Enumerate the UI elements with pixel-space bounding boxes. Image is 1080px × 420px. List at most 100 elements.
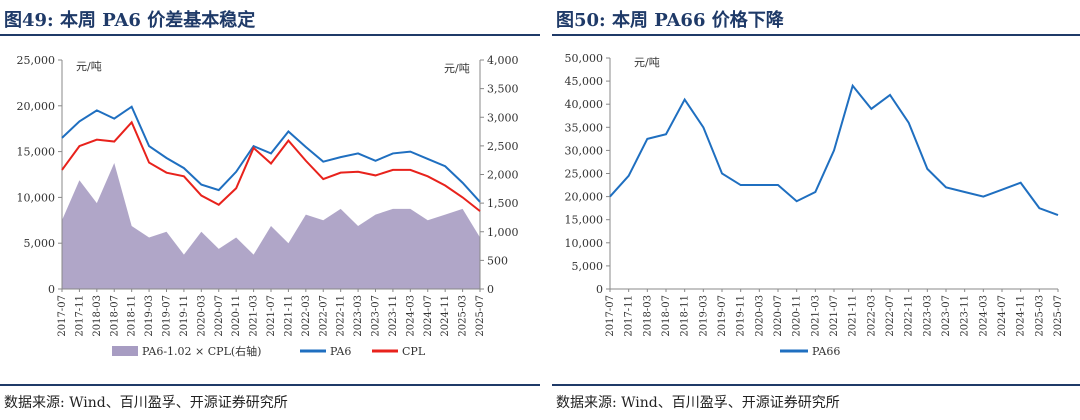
x-tick-label: 2020-07 (773, 295, 784, 337)
y-tick-label: 40,000 (565, 98, 604, 111)
x-tick-label: 2018-07 (109, 295, 120, 337)
left-y-tick-label: 20,000 (17, 100, 56, 113)
x-tick-label: 2023-07 (941, 295, 952, 337)
left-unit-label: 元/吨 (76, 60, 102, 73)
right-y-tick-label: 500 (487, 254, 508, 267)
x-tick-label: 2021-03 (249, 295, 260, 337)
left-source-note: 数据来源: Wind、百川盈孚、开源证券研究所 (4, 395, 288, 411)
left-y-tick-label: 15,000 (17, 146, 56, 159)
legend-swatch-spread (112, 346, 138, 356)
y-tick-label: 35,000 (565, 121, 604, 134)
spread-area-series (62, 163, 480, 289)
x-tick-label: 2024-11 (440, 295, 451, 337)
legend-label-cpl: CPL (402, 345, 426, 358)
x-tick-label: 2023-11 (388, 295, 399, 337)
pa66-line-series (609, 83, 1059, 217)
legend-label-spread: PA6-1.02 × CPL(右轴) (142, 344, 261, 358)
x-tick-label: 2018-07 (661, 295, 672, 337)
x-tick-label: 2021-11 (283, 295, 294, 337)
x-tick-label: 2018-03 (92, 295, 103, 337)
right-unit-label: 元/吨 (444, 62, 470, 75)
x-tick-label: 2022-11 (904, 295, 915, 337)
right-chart-title: 图50: 本周 PA66 价格下降 (556, 10, 784, 31)
x-tick-label: 2023-03 (922, 295, 933, 337)
legend-label-pa66: PA66 (812, 345, 840, 358)
right-y-tick-label: 4,000 (487, 54, 519, 67)
x-tick-label: 2021-07 (266, 295, 277, 337)
x-tick-label: 2021-03 (810, 295, 821, 337)
left-source-rule (0, 384, 540, 386)
x-tick-label: 2025-03 (458, 295, 469, 337)
legend-label-pa6: PA6 (330, 345, 351, 358)
x-tick-label: 2020-07 (214, 295, 225, 337)
x-tick-label: 2022-03 (866, 295, 877, 337)
right-y-tick-label: 1,000 (487, 226, 519, 239)
cpl-line-series (61, 120, 481, 212)
x-tick-label: 2018-11 (680, 295, 691, 337)
left-chart-title: 图49: 本周 PA6 价差基本稳定 (4, 10, 256, 31)
y-tick-label: 15,000 (565, 214, 604, 227)
right-chart: 0 5,000 10,000 15,000 20,000 25,000 30,000 35,0… (565, 52, 1065, 358)
left-title-rule (0, 34, 540, 36)
x-tick-label: 2022-11 (336, 295, 347, 337)
x-tick-label: 2019-03 (698, 295, 709, 337)
x-tick-label: 2024-03 (405, 295, 416, 337)
x-tick-label: 2019-03 (144, 295, 155, 337)
x-tick-label: 2019-11 (736, 295, 747, 337)
left-chart-panel: 图49: 本周 PA6 价差基本稳定 0 5,000 10,000 15,000 20,… (0, 10, 540, 411)
y-tick-label: 25,000 (565, 168, 604, 181)
right-title-rule (552, 34, 1080, 36)
right-y-tick-label: 0 (487, 283, 494, 296)
x-tick-label: 2025-07 (1053, 295, 1064, 337)
y-tick-label: 50,000 (565, 52, 604, 65)
y-tick-label: 45,000 (565, 75, 604, 88)
y-tick-label: 20,000 (565, 191, 604, 204)
x-tick-label: 2017-07 (57, 295, 68, 337)
unit-label: 元/吨 (634, 56, 660, 69)
x-tick-label: 2023-11 (960, 295, 971, 337)
right-source-rule (552, 384, 1080, 386)
x-tick-label: 2017-11 (624, 295, 635, 337)
x-tick-label: 2020-03 (196, 295, 207, 337)
x-tick-label: 2019-07 (162, 295, 173, 337)
x-tick-label: 2023-03 (353, 295, 364, 337)
left-y-tick-label: 25,000 (17, 54, 56, 67)
left-y-tick-label: 10,000 (17, 191, 56, 204)
x-tick-label: 2024-11 (1016, 295, 1027, 337)
right-y-tick-label: 3,000 (487, 111, 519, 124)
x-tick-label: 2022-07 (885, 295, 896, 337)
y-tick-label: 30,000 (565, 144, 604, 157)
x-tick-label: 2017-11 (74, 295, 85, 337)
pa6-line-series (61, 105, 481, 203)
x-tick-label: 2019-11 (179, 295, 190, 337)
x-tick-label: 2024-07 (997, 295, 1008, 337)
y-tick-label: 5,000 (572, 260, 604, 273)
x-tick-label: 2018-11 (127, 295, 138, 337)
x-tick-label: 2022-03 (301, 295, 312, 337)
x-tick-label: 2020-11 (792, 295, 803, 337)
right-chart-panel: 图50: 本周 PA66 价格下降 0 5,000 10,000 15,000 20,0… (552, 0, 1080, 420)
x-tick-label: 2025-03 (1034, 295, 1045, 337)
y-tick-label: 10,000 (565, 237, 604, 250)
x-tick-label: 2021-11 (848, 295, 859, 337)
x-tick-label: 2018-03 (642, 295, 653, 337)
x-tick-label: 2024-03 (978, 295, 989, 337)
x-tick-label: 2021-07 (829, 295, 840, 337)
x-tick-label: 2017-07 (605, 295, 616, 337)
left-y-tick-label: 0 (48, 283, 55, 296)
right-y-tick-label: 2,000 (487, 169, 519, 182)
x-tick-label: 2023-07 (371, 295, 382, 337)
right-source-note: 数据来源: Wind、百川盈孚、开源证券研究所 (556, 395, 840, 411)
x-tick-label: 2020-11 (231, 295, 242, 337)
left-chart: 0 5,000 10,000 15,000 20,000 25,000 0 500 1,000 1… (17, 54, 519, 358)
y-tick-label: 0 (596, 283, 603, 296)
right-y-tick-label: 2,500 (487, 140, 519, 153)
x-tick-label: 2025-07 (475, 295, 486, 337)
right-y-tick-label: 1,500 (487, 197, 519, 210)
x-tick-label: 2020-03 (754, 295, 765, 337)
x-tick-label: 2024-07 (423, 295, 434, 337)
x-tick-label: 2019-07 (717, 295, 728, 337)
x-tick-label: 2022-07 (318, 295, 329, 337)
right-y-tick-label: 3,500 (487, 83, 519, 96)
left-y-tick-label: 5,000 (24, 237, 56, 250)
